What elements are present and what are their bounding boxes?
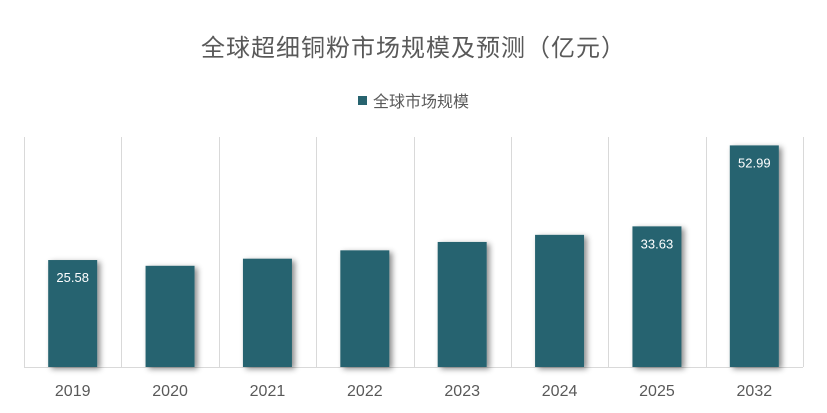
bar-2021 xyxy=(242,258,292,367)
bar-2020 xyxy=(145,265,195,367)
data-label-2032: 52.99 xyxy=(738,155,771,170)
data-label-2025: 33.63 xyxy=(641,236,674,251)
bar-2019 xyxy=(48,260,98,367)
x-tick-label-2021: 2021 xyxy=(250,383,286,400)
data-label-2019: 25.58 xyxy=(56,270,89,285)
legend-label: 全球市场规模 xyxy=(372,92,469,111)
bar-2023 xyxy=(437,241,487,367)
x-tick-label-2025: 2025 xyxy=(639,383,675,400)
bar-2025 xyxy=(632,226,682,367)
x-tick-label-2020: 2020 xyxy=(152,383,188,400)
legend: 全球市场规模 xyxy=(0,88,827,112)
legend-swatch xyxy=(357,95,367,105)
x-tick-label-2023: 2023 xyxy=(444,383,480,400)
x-tick-label-2022: 2022 xyxy=(347,383,383,400)
bar-2022 xyxy=(340,250,390,367)
x-tick-label-2024: 2024 xyxy=(542,383,578,400)
x-tick-label-2032: 2032 xyxy=(737,383,773,400)
x-tick-label-2019: 2019 xyxy=(55,383,91,400)
bar-2032 xyxy=(729,145,779,367)
chart-title: 全球超细铜粉市场规模及预测（亿元） xyxy=(201,34,626,62)
bar-2024 xyxy=(535,234,585,367)
